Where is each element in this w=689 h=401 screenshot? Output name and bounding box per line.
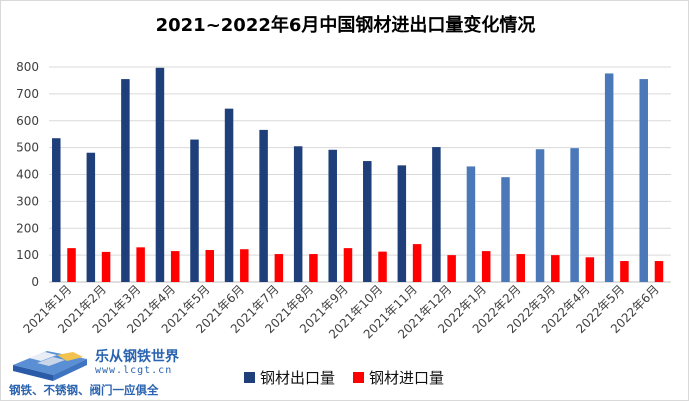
bar-import: [205, 250, 214, 282]
bar-export: [397, 165, 407, 282]
bar-export: [224, 108, 234, 282]
bar-import: [447, 255, 456, 282]
logo-name: 乐从钢铁世界: [95, 349, 179, 365]
logo-slogan: 钢铁、不锈钢、阀门一应俱全: [9, 383, 159, 397]
bar-import: [551, 255, 560, 282]
bar-export: [639, 79, 648, 282]
logo-emblem-icon: [13, 351, 87, 381]
bar-import: [585, 257, 595, 282]
bar-export: [328, 149, 337, 282]
legend: 钢材出口量 钢材进口量: [244, 367, 462, 387]
bar-export: [466, 166, 476, 282]
legend-label-export: 钢材出口量: [260, 368, 336, 387]
bar-import: [101, 251, 111, 282]
logo-url: www.lcgt.cn: [95, 365, 173, 376]
bar-export: [501, 177, 510, 282]
legend-swatch-import: [353, 371, 365, 383]
bar-export: [190, 139, 199, 282]
legend-item-export: 钢材出口量: [244, 367, 335, 388]
bar-export: [363, 161, 372, 282]
legend-label-import: 钢材进口量: [369, 368, 445, 387]
y-tick-label: 100: [16, 248, 39, 262]
bar-export: [86, 152, 96, 282]
bar-export: [52, 138, 61, 282]
bar-export: [121, 79, 130, 282]
bar-import: [620, 261, 629, 282]
y-tick-label: 600: [16, 114, 39, 128]
bar-import: [412, 244, 422, 282]
bar-import: [274, 254, 284, 282]
bar-export: [293, 146, 303, 282]
bar-import: [481, 251, 491, 282]
bar-export: [155, 67, 165, 283]
bar-import: [67, 248, 76, 282]
bar-export: [604, 73, 614, 282]
bar-export: [432, 147, 441, 282]
legend-swatch-export: [244, 371, 255, 383]
bar-import: [343, 248, 353, 282]
bar-export: [535, 149, 545, 282]
bar-import: [170, 251, 180, 282]
chart-title: 2021~2022年6月中国钢材进出口量变化情况: [155, 15, 536, 36]
legend-item-import: 钢材进口量: [353, 367, 444, 388]
bar-import: [240, 249, 249, 282]
bar-import: [309, 254, 318, 282]
bar-import: [654, 261, 664, 282]
y-tick-label: 700: [16, 87, 39, 101]
y-tick-label: 0: [31, 275, 39, 289]
bar-import: [378, 251, 387, 282]
bar-export: [570, 148, 579, 282]
y-tick-label: 500: [16, 141, 39, 155]
y-tick-label: 200: [16, 221, 39, 235]
bar-export: [259, 129, 268, 282]
logo: 乐从钢铁世界 www.lcgt.cn 钢铁、不锈钢、阀门一应俱全: [7, 343, 207, 399]
y-tick-label: 800: [16, 60, 39, 74]
y-tick-label: 400: [16, 168, 39, 182]
bar-import: [136, 247, 145, 282]
y-tick-label: 300: [16, 194, 39, 208]
bar-import: [516, 254, 525, 282]
